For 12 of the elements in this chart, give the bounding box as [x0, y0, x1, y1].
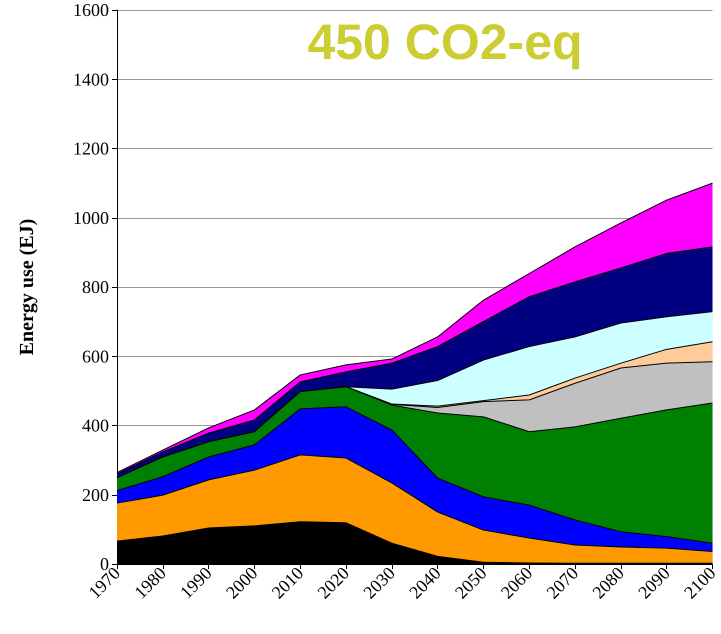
- chart-title: 450 CO2-eq: [307, 14, 583, 70]
- y-tick-label: 800: [82, 277, 109, 297]
- y-tick-label: 400: [82, 416, 109, 436]
- y-tick-label: 600: [82, 346, 109, 366]
- y-tick-label: 1200: [73, 138, 109, 158]
- x-tick-label: 1990: [176, 562, 216, 603]
- x-tick-label: 1980: [130, 562, 170, 603]
- y-tick-label: 200: [82, 484, 109, 505]
- y-tick-label: 1000: [73, 208, 109, 228]
- y-axis-title: Energy use (EJ): [16, 218, 38, 356]
- y-tick-label: 1600: [73, 0, 109, 20]
- y-tick-label: 1400: [73, 69, 109, 90]
